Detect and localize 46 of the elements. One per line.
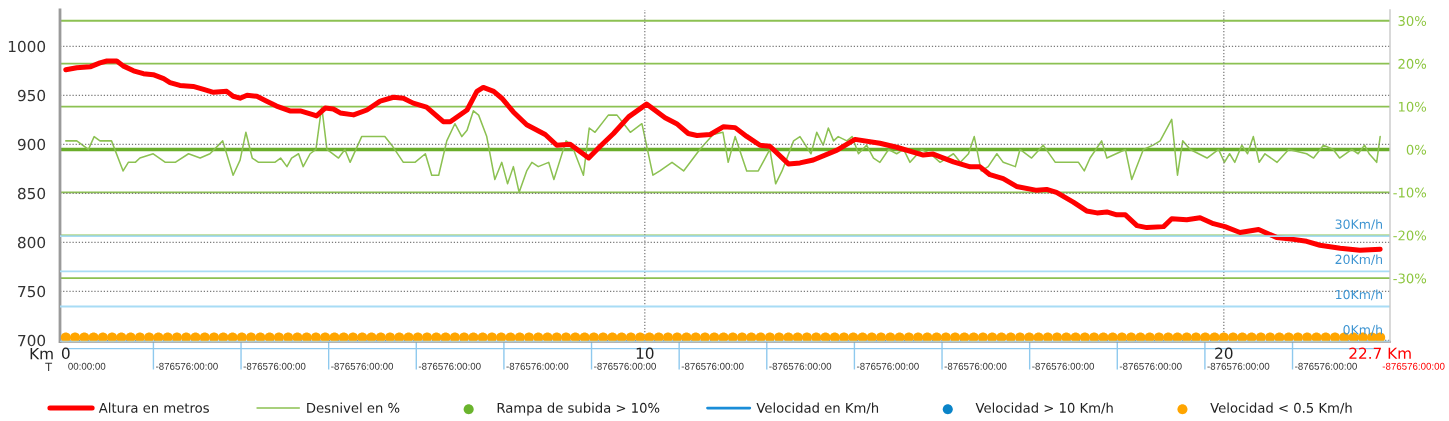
- y-tick-label: 950: [17, 89, 46, 102]
- x2-axis-title: T: [45, 362, 53, 371]
- text: 00:00:00: [68, 362, 106, 370]
- text: -876576:00:00: [681, 362, 744, 370]
- y2-tick-label: -10%: [1393, 187, 1427, 198]
- y2-tick-label: 10%: [1398, 101, 1427, 112]
- legend-label: Velocidad > 10 Km/h: [975, 402, 1113, 414]
- x-tick-label: 10: [636, 347, 654, 360]
- legend-label: Altura en metros: [98, 402, 209, 413]
- text: -876576:00:00: [1032, 362, 1095, 370]
- legend-label: Rampa de subida > 10%: [497, 402, 660, 416]
- legend-label: Velocidad en Km/h: [756, 402, 879, 414]
- y2-tick-label: 0%: [1406, 144, 1427, 155]
- text: -876576:00:00: [1382, 362, 1445, 370]
- text: -876576:00:00: [944, 362, 1007, 370]
- text: -876576:00:00: [1295, 362, 1357, 370]
- x-axis-title: Km: [30, 348, 53, 360]
- y2-tick-label: -20%: [1393, 230, 1427, 241]
- y-tick-label: 700: [18, 334, 46, 347]
- y-tick-label: 850: [17, 187, 46, 200]
- y3-tick-label: 20Km/h: [1335, 254, 1382, 266]
- y-tick-label: 900: [17, 138, 46, 151]
- text: -876576:00:00: [506, 362, 569, 370]
- text: -876576:00:00: [856, 362, 919, 370]
- y-tick-label: 800: [17, 236, 46, 249]
- y3-tick-label: 30Km/h: [1335, 219, 1382, 230]
- legend-label: Velocidad < 0.5 Km/h: [1210, 402, 1352, 414]
- x-tick-label: 20: [1215, 347, 1233, 360]
- y3-tick-label: 10Km/h: [1336, 289, 1382, 301]
- text: -876576:00:00: [769, 362, 832, 370]
- x-tick-label: 22.7 Km: [1349, 347, 1411, 359]
- text: -876576:00:00: [1119, 362, 1182, 370]
- text: -876576:00:00: [594, 362, 656, 370]
- text: -876576:00:00: [155, 362, 218, 370]
- y-tick-label: 750: [18, 285, 46, 298]
- text: -876576:00:00: [331, 362, 394, 370]
- text: -876576:00:00: [1207, 362, 1270, 370]
- text: -876576:00:00: [243, 362, 306, 370]
- y3-tick-label: 0Km/h: [1343, 324, 1382, 336]
- legend-label: Desnivel en %: [307, 402, 400, 413]
- text: -876576:00:00: [418, 362, 481, 370]
- y2-tick-label: -30%: [1393, 273, 1427, 284]
- x-tick-label: 0: [61, 347, 70, 360]
- y2-tick-label: 30%: [1398, 15, 1427, 26]
- y-tick-label: 1000: [8, 40, 46, 53]
- y2-tick-label: 20%: [1398, 58, 1427, 69]
